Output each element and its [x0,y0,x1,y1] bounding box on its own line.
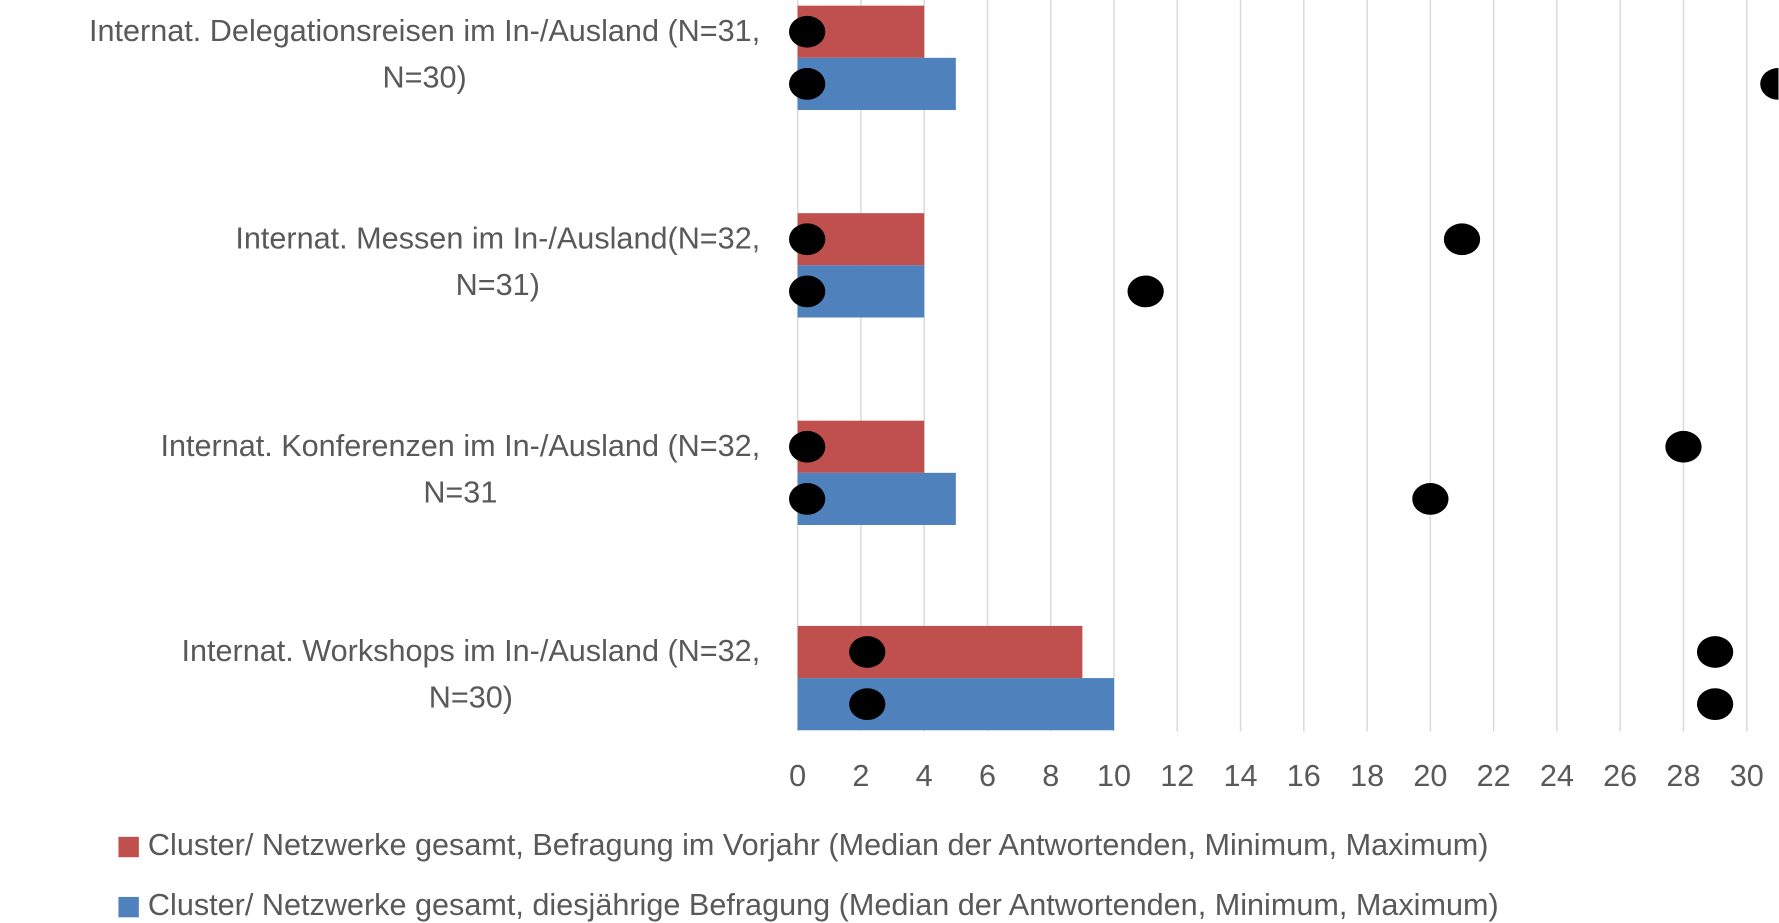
bar [797,625,1083,679]
marker-max [1760,68,1779,100]
bar [797,678,1115,731]
legend-swatch [118,896,139,918]
y-tick-label: N=30) [383,60,467,94]
marker-min [789,68,826,100]
x-tick-label: 20 [1413,759,1447,793]
marker-max [1665,430,1702,463]
marker-min [849,636,886,668]
y-tick-label: Internat. Messen im In-/Ausland(N=32, [235,221,760,255]
marker-max [1412,483,1449,515]
x-tick-label: 26 [1603,759,1637,793]
marker-min [789,15,826,48]
x-tick-label: 24 [1540,759,1574,793]
x-tick-label: 22 [1477,759,1511,793]
x-tick-label: 6 [979,759,996,793]
x-tick-label: 16 [1287,759,1321,793]
marker-min [789,223,826,256]
y-tick-label: N=30) [429,681,513,715]
x-tick-label: 4 [916,759,933,793]
marker-min [849,688,886,721]
y-tick-label: N=31) [456,268,540,302]
x-tick-label: 28 [1666,759,1700,793]
x-tick-label: 14 [1224,759,1258,793]
x-tick-label: 2 [852,759,869,793]
x-tick-label: 30 [1730,759,1764,793]
y-tick-label: Internat. Delegationsreisen im In-/Ausla… [89,14,760,48]
x-tick-label: 12 [1160,759,1194,793]
marker-min [789,275,826,308]
x-tick-label: 10 [1097,759,1131,793]
legend-label: Cluster/ Netzwerke gesamt, Befragung im … [148,828,1489,862]
marker-max [1696,688,1734,721]
legend-label: Cluster/ Netzwerke gesamt, diesjährige B… [148,888,1499,922]
y-tick-label: Internat. Workshops im In-/Ausland (N=32… [182,634,761,668]
marker-max [1127,275,1164,308]
x-tick-label: 18 [1350,759,1384,793]
x-tick-label: 8 [1042,759,1059,793]
marker-max [1443,223,1481,256]
marker-min [789,483,826,515]
y-tick-label: Internat. Konferenzen im In-/Ausland (N=… [160,429,760,463]
marker-min [789,430,826,463]
y-tick-label: N=31 [423,475,497,509]
x-tick-label: 0 [789,759,806,793]
marker-max [1696,636,1734,668]
legend-swatch [118,836,139,858]
